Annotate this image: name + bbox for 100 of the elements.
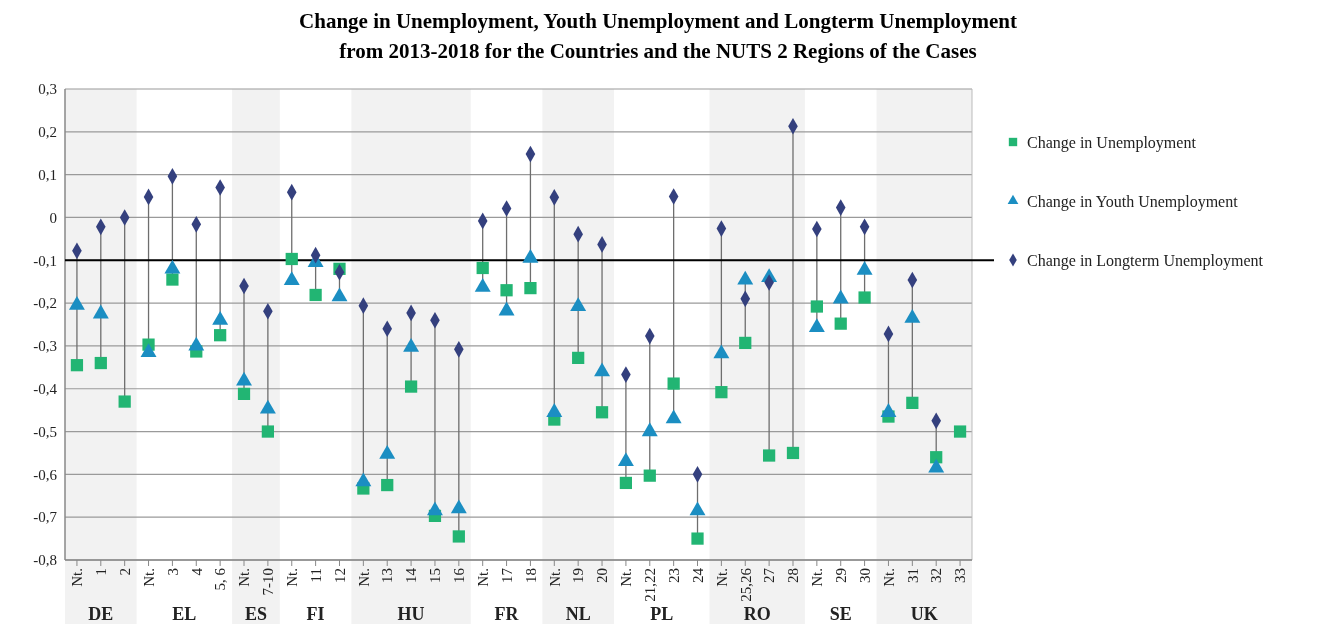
point xyxy=(617,452,634,467)
point xyxy=(331,287,348,302)
legend-label: Change in Unemployment xyxy=(1027,133,1197,152)
point xyxy=(259,399,276,414)
point xyxy=(953,425,967,438)
point xyxy=(92,304,109,319)
x-tick-label: Nt. xyxy=(284,568,300,587)
point xyxy=(188,336,205,351)
point xyxy=(524,281,537,295)
x-tick-label: 21,22 xyxy=(642,568,659,602)
point xyxy=(786,446,800,460)
point xyxy=(452,530,465,543)
point xyxy=(309,288,322,302)
text: HU xyxy=(397,604,425,624)
point xyxy=(212,311,229,325)
legend-label: Change in Longterm Unemployment xyxy=(1027,251,1264,270)
chart-title: Change in Unemployment, Youth Unemployment and Longterm Unemployment from 2013-2018 for the Countries and the NUTS 2 Regions of the Cases xyxy=(299,9,1017,63)
text: DE xyxy=(88,604,114,624)
point xyxy=(140,343,157,357)
x-tick-label: 24 xyxy=(689,567,706,583)
y-tick-label: -0,6 xyxy=(33,466,58,483)
point xyxy=(572,351,585,365)
point xyxy=(643,469,656,482)
point xyxy=(476,261,489,275)
point xyxy=(715,386,728,399)
text: RO xyxy=(743,604,771,624)
point xyxy=(665,409,682,424)
x-tick-label: Nt. xyxy=(69,568,86,587)
x-tick-label: Nt. xyxy=(355,568,372,587)
point xyxy=(906,396,919,409)
x-tick-label: Nt. xyxy=(546,568,563,587)
x-tick-label: 23 xyxy=(665,568,682,583)
text: PL xyxy=(650,604,674,624)
x-tick-label: 29 xyxy=(832,568,849,583)
x-tick-label: 1 xyxy=(93,568,110,576)
point xyxy=(68,296,85,310)
point xyxy=(641,422,658,437)
y-tick-label: -0,2 xyxy=(33,295,57,312)
x-tick-label: 3 xyxy=(164,568,181,576)
point xyxy=(379,445,396,459)
point xyxy=(834,317,847,330)
point xyxy=(808,318,825,333)
x-tick-label: 7-10 xyxy=(260,568,277,596)
x-tick-label: 30 xyxy=(856,568,873,583)
text: FR xyxy=(494,604,520,624)
x-tick-label: 19 xyxy=(570,568,587,583)
x-tick-label: Nt. xyxy=(236,568,253,587)
point xyxy=(355,472,372,487)
point xyxy=(500,284,513,297)
x-tick-label: 5, 6 xyxy=(212,567,229,591)
y-tick-label: -0,8 xyxy=(33,552,57,569)
x-tick-label: 4 xyxy=(188,567,205,576)
text: SE xyxy=(829,604,852,624)
point xyxy=(236,371,252,386)
point xyxy=(689,501,706,516)
point xyxy=(214,329,227,342)
text: ES xyxy=(244,604,267,624)
point xyxy=(880,403,897,417)
x-tick-label: Nt. xyxy=(140,568,157,587)
text: NL xyxy=(565,604,591,624)
y-tick-label: -0,5 xyxy=(33,423,57,440)
point xyxy=(691,532,704,545)
y-tick-label: 0,2 xyxy=(38,124,57,141)
x-tick-label: Nt. xyxy=(474,568,491,587)
legend-label: Change in Youth Unemployment xyxy=(1027,192,1239,211)
x-tick-label: 2 xyxy=(116,568,133,576)
y-tick-label: -0,3 xyxy=(33,338,57,355)
point xyxy=(164,259,181,274)
y-tick-label: 0,3 xyxy=(38,81,57,98)
x-tick-label: 27 xyxy=(761,567,778,583)
x-tick-label: 16 xyxy=(451,567,468,583)
y-tick-label: -0,1 xyxy=(33,252,57,269)
point xyxy=(283,271,300,285)
x-tick-label: 11 xyxy=(307,568,324,583)
point xyxy=(285,252,298,266)
text: EL xyxy=(172,604,197,624)
point xyxy=(166,273,179,286)
point xyxy=(667,377,680,390)
x-tick-label: 13 xyxy=(379,568,396,583)
point xyxy=(381,478,394,492)
point xyxy=(70,359,84,372)
point xyxy=(570,297,587,312)
x-tick-label: 15 xyxy=(427,568,444,583)
point xyxy=(498,301,515,316)
point xyxy=(546,403,563,417)
x-tick-label: 17 xyxy=(498,567,515,583)
point xyxy=(426,501,443,516)
y-tick-label: -0,4 xyxy=(33,380,58,397)
x-tick-label: 28 xyxy=(785,568,802,583)
point xyxy=(450,499,467,514)
point xyxy=(762,449,776,462)
point xyxy=(713,344,730,359)
x-tick-label: 32 xyxy=(928,568,945,583)
point xyxy=(118,395,131,408)
x-tick-label: Nt. xyxy=(809,568,826,587)
point xyxy=(739,336,752,350)
point xyxy=(237,387,251,400)
point xyxy=(810,300,823,313)
text: FI xyxy=(306,604,325,624)
y-tick-label: 0,1 xyxy=(38,166,57,183)
